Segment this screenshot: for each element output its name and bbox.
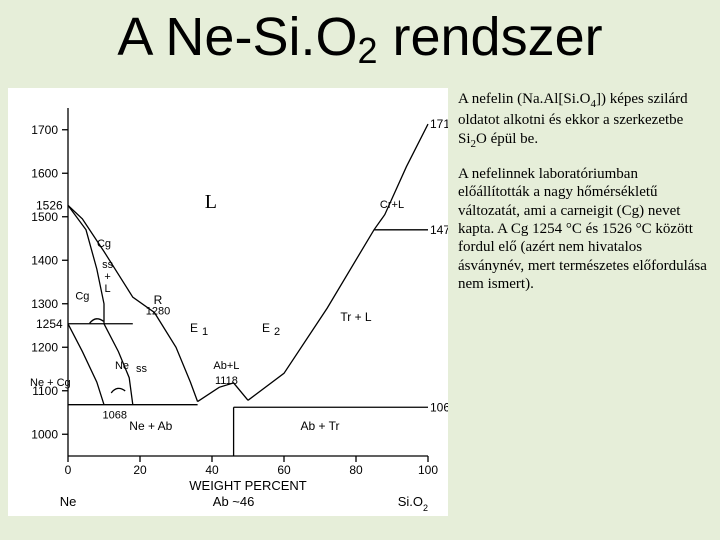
svg-text:1700: 1700 [31,123,58,137]
svg-text:40: 40 [205,463,219,477]
svg-text:Ne + Cg: Ne + Cg [30,377,71,389]
svg-text:0: 0 [65,463,72,477]
svg-text:L: L [205,191,217,213]
svg-text:E: E [190,321,198,335]
svg-text:1280: 1280 [146,305,170,317]
svg-text:1062: 1062 [430,400,448,414]
svg-text:1068: 1068 [103,410,127,422]
svg-text:WEIGHT PERCENT: WEIGHT PERCENT [189,478,307,493]
svg-text:1118: 1118 [215,375,238,387]
svg-text:1526: 1526 [36,198,63,212]
svg-text:Ab+L: Ab+L [213,360,239,372]
svg-text:Cr+L: Cr+L [380,199,404,211]
page-title: A Ne-Si.O2 rendszer [0,6,720,68]
svg-text:1400: 1400 [31,253,58,267]
svg-text:Tr + L: Tr + L [340,310,372,324]
svg-text:1713: 1713 [430,117,448,131]
svg-text:100: 100 [418,463,438,477]
paragraph-2: A nefelinnek laboratóriumban előállított… [458,165,710,293]
svg-text:1600: 1600 [31,166,58,180]
svg-text:Ab ~46: Ab ~46 [213,494,255,509]
svg-text:1: 1 [202,326,208,338]
svg-text:Ab + Tr: Ab + Tr [300,419,339,433]
svg-text:Ne: Ne [115,360,129,372]
svg-text:60: 60 [277,463,291,477]
paragraph-1: A nefelin (Na.Al[Si.O4]) képes szilárd o… [458,90,710,151]
svg-text:1200: 1200 [31,340,58,354]
svg-text:80: 80 [349,463,363,477]
svg-text:ss: ss [136,363,148,375]
phase-diagram: 1000110012001300140015001600170002040608… [8,88,448,516]
svg-text:Si.O2: Si.O2 [398,494,428,513]
svg-text:20: 20 [133,463,147,477]
svg-text:1470: 1470 [430,223,448,237]
svg-text:1000: 1000 [31,427,58,441]
svg-text:Cg: Cg [97,238,111,250]
description-text: A nefelin (Na.Al[Si.O4]) képes szilárd o… [458,90,710,307]
svg-text:E: E [262,321,270,335]
svg-text:Cg: Cg [75,290,89,302]
svg-text:1254: 1254 [36,317,63,331]
svg-text:Ne + Ab: Ne + Ab [129,419,172,433]
svg-text:2: 2 [274,326,280,338]
svg-text:1300: 1300 [31,297,58,311]
svg-text:Ne: Ne [60,494,77,509]
svg-text:ss+L: ss+L [102,259,114,295]
